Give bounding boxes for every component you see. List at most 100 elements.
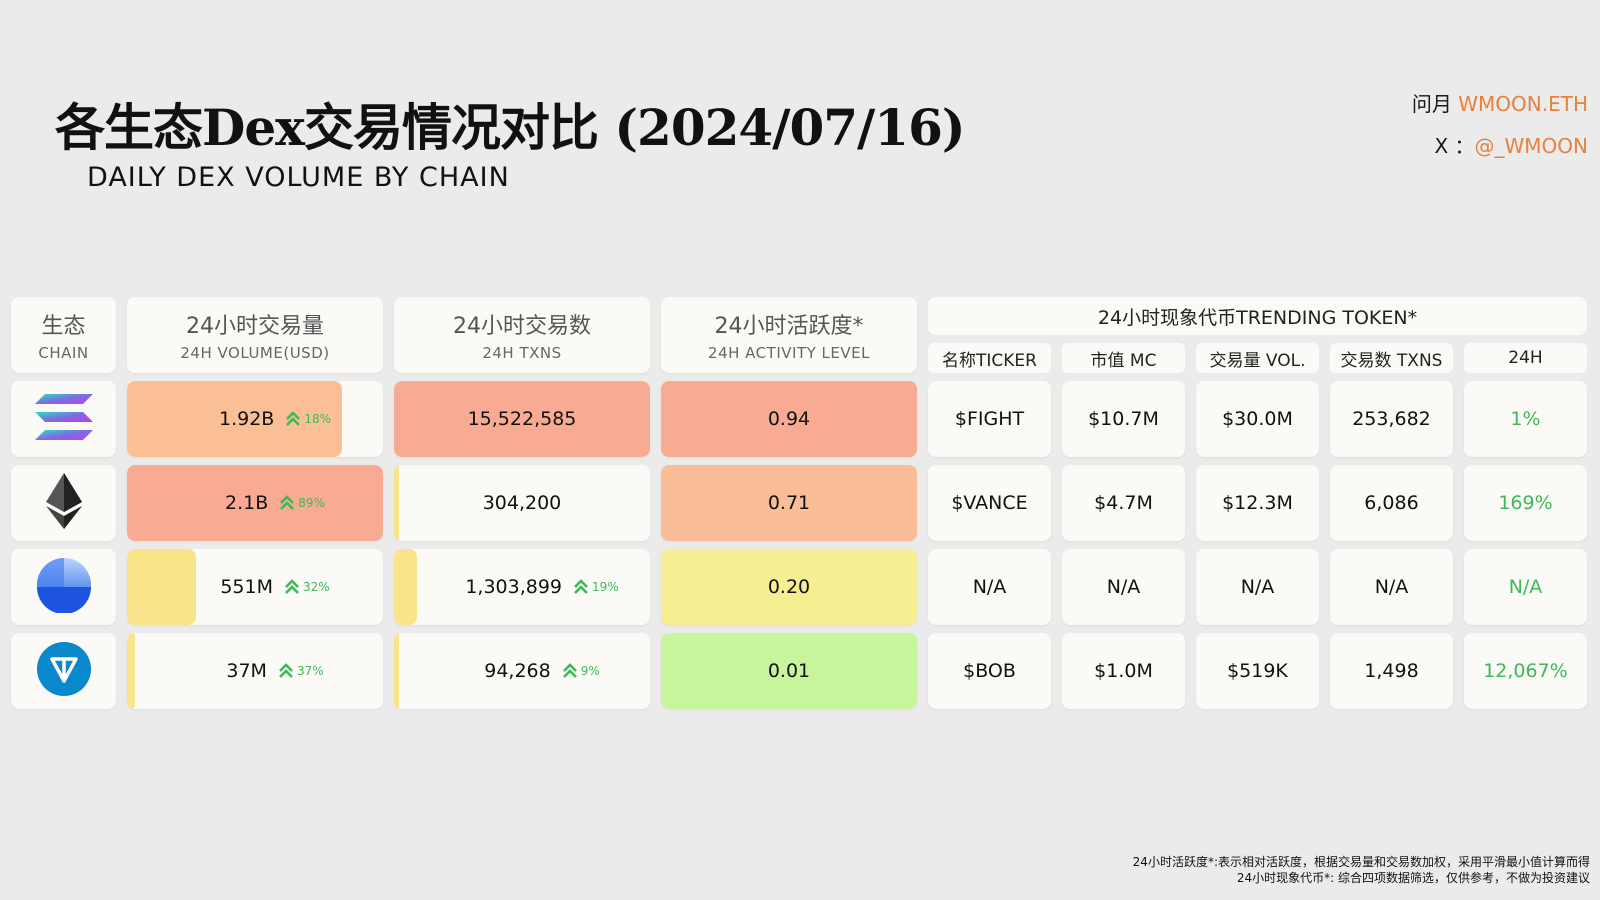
base-icon — [36, 557, 92, 617]
txns-value: 304,200 — [482, 492, 562, 514]
volume-bar — [127, 549, 197, 625]
volume-bar — [127, 633, 135, 709]
header-chain: 生态 CHAIN — [11, 297, 116, 373]
footnote-trending: 24小时现象代币*: 综合四项数据筛选，仅供参考，不做为投资建议 — [1236, 871, 1590, 885]
change-value: N/A — [1508, 576, 1543, 598]
ticker-cell: N/A — [928, 549, 1051, 625]
solana-icon — [34, 394, 93, 444]
header-en: 24H ACTIVITY LEVEL — [708, 344, 870, 362]
mc-value: N/A — [1106, 576, 1141, 598]
volume-change: 37% — [296, 664, 324, 678]
change-value: 169% — [1498, 492, 1553, 514]
activity-cell: 0.71 — [661, 465, 917, 541]
x-handle: @_WMOON — [1474, 134, 1588, 158]
change-cell: 169% — [1464, 465, 1587, 541]
tx-value: 6,086 — [1364, 492, 1419, 514]
credit-handle: WMOON.ETH — [1458, 92, 1588, 116]
vol-cell: $519K — [1196, 633, 1319, 709]
change-cell: 12,067% — [1464, 633, 1587, 709]
change-cell: 1% — [1464, 381, 1587, 457]
x-label: X ： — [1434, 134, 1475, 158]
vol-value: $12.3M — [1222, 492, 1293, 514]
ticker-value: N/A — [972, 576, 1007, 598]
up-arrow-icon — [283, 578, 301, 597]
txns-change: 9% — [580, 664, 600, 678]
txns-cell: 304,200 — [394, 465, 650, 541]
volume-value: 1.92B — [218, 408, 275, 430]
volume-value: 2.1B — [225, 492, 269, 514]
ticker-cell: $VANCE — [928, 465, 1051, 541]
txns-cell: 94,268 9% — [394, 633, 650, 709]
header-en: CHAIN — [38, 344, 89, 362]
txns-value: 94,268 — [484, 660, 551, 682]
mc-value: $10.7M — [1088, 408, 1159, 430]
tx-value: 1,498 — [1364, 660, 1419, 682]
header-activity: 24小时活跃度* 24H ACTIVITY LEVEL — [661, 297, 917, 373]
tx-cell: 6,086 — [1330, 465, 1453, 541]
header-cn: 24小时交易量 — [186, 314, 324, 339]
footnote-activity: 24小时活跃度*:表示相对活跃度，根据交易量和交易数加权，采用平滑最小值计算而得 — [1132, 855, 1590, 869]
ethereum-icon — [45, 473, 82, 533]
activity-value: 0.71 — [767, 492, 811, 514]
activity-cell: 0.20 — [661, 549, 917, 625]
txns-value: 15,522,585 — [467, 408, 577, 430]
volume-bar — [127, 465, 383, 541]
up-arrow-icon — [278, 494, 296, 513]
chain-cell — [11, 633, 116, 709]
txns-change: 19% — [592, 580, 619, 594]
txns-cell: 15,522,585 — [394, 381, 650, 457]
txns-bar — [394, 633, 400, 709]
ticker-value: $FIGHT — [954, 408, 1025, 430]
vol-cell: N/A — [1196, 549, 1319, 625]
up-arrow-icon — [561, 662, 579, 681]
header-trending: 24小时现象代币TRENDING TOKEN* 名称TICKER 市值 MC 交… — [928, 297, 1587, 373]
page-subtitle: DAILY DEX VOLUME BY CHAIN — [87, 162, 510, 193]
activity-value: 0.94 — [767, 408, 811, 430]
activity-value: 0.20 — [767, 576, 811, 598]
tx-cell: 253,682 — [1330, 381, 1453, 457]
txns-cell: 1,303,899 19% — [394, 549, 650, 625]
txns-bar — [394, 381, 650, 457]
header-en: 24H TXNS — [482, 344, 562, 362]
change-value: 1% — [1510, 408, 1541, 430]
trending-title: 24小时现象代币TRENDING TOKEN* — [928, 297, 1587, 335]
chain-cell — [11, 465, 116, 541]
up-arrow-icon — [284, 410, 302, 429]
tx-cell: 1,498 — [1330, 633, 1453, 709]
mc-value: $1.0M — [1094, 660, 1153, 682]
volume-change: 32% — [303, 580, 330, 594]
dex-table: 生态 CHAIN 24小时交易量 24H VOLUME(USD) 24小时交易数 24… — [11, 297, 1587, 709]
header-vol: 交易量 VOL. — [1196, 343, 1319, 373]
header-ticker: 名称TICKER — [928, 343, 1051, 373]
ticker-cell: $BOB — [928, 633, 1051, 709]
header-txns: 24小时交易数 24H TXNS — [394, 297, 650, 373]
volume-bar — [127, 381, 343, 457]
txns-value: 1,303,899 — [465, 576, 563, 598]
volume-value: 551M — [220, 576, 273, 598]
chain-cell — [11, 549, 116, 625]
tx-value: 253,682 — [1352, 408, 1431, 430]
vol-cell: $30.0M — [1196, 381, 1319, 457]
header-mc: 市值 MC — [1062, 343, 1185, 373]
credit-x: X ：@_WMOON — [1434, 130, 1588, 159]
txns-bar — [394, 465, 400, 541]
credit-label: 问月 — [1411, 92, 1452, 116]
mc-cell: $1.0M — [1062, 633, 1185, 709]
page-title: 各生态Dex交易情况对比 (2024/07/16) — [55, 98, 966, 157]
ton-icon — [36, 641, 92, 701]
volume-cell: 2.1B 89% — [127, 465, 383, 541]
activity-value: 0.01 — [767, 660, 811, 682]
volume-cell: 551M 32% — [127, 549, 383, 625]
tx-value: N/A — [1374, 576, 1409, 598]
ticker-value: $VANCE — [951, 492, 1028, 514]
header-24h: 24H — [1464, 343, 1587, 373]
header-tx: 交易数 TXNS — [1330, 343, 1453, 373]
up-arrow-icon — [277, 662, 295, 681]
vol-value: $30.0M — [1222, 408, 1293, 430]
header-cn: 24小时活跃度* — [714, 314, 864, 339]
volume-change: 89% — [298, 496, 325, 510]
credit-name: 问月 WMOON.ETH — [1412, 88, 1588, 117]
change-cell: N/A — [1464, 549, 1587, 625]
ticker-cell: $FIGHT — [928, 381, 1051, 457]
tx-cell: N/A — [1330, 549, 1453, 625]
